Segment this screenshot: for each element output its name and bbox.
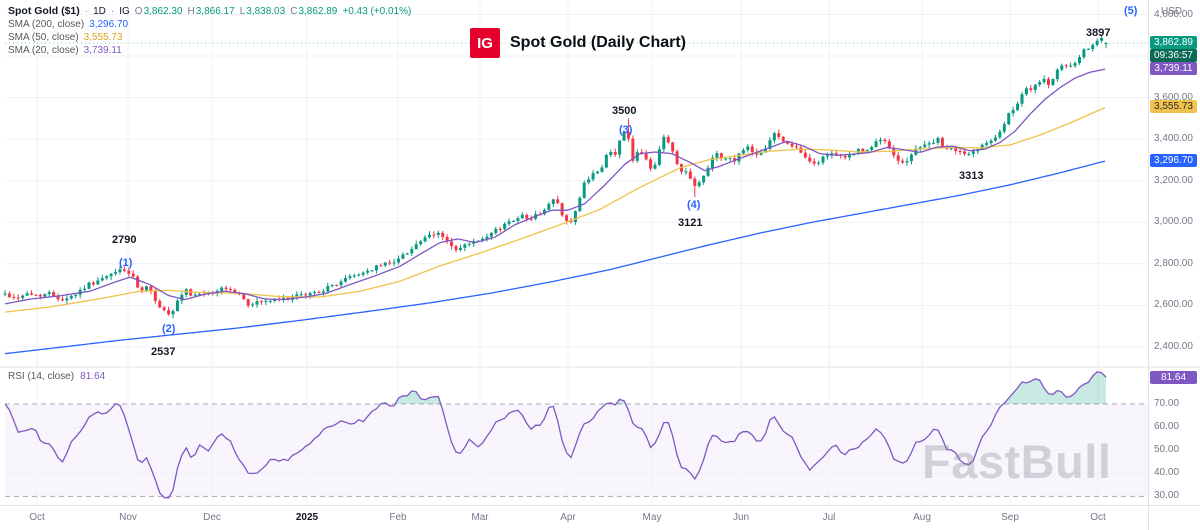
- symbol-row[interactable]: Spot Gold ($1) · 1D · IG O 3,862.30 H 3,86…: [8, 5, 411, 18]
- change-value: +0.43 (+0.01%): [342, 6, 412, 17]
- chart-legend: Spot Gold ($1) · 1D · IG O 3,862.30 H 3,86…: [8, 5, 411, 57]
- page-title: Spot Gold (Daily Chart): [510, 34, 686, 51]
- sma50-row[interactable]: SMA (50, close) 3,555.73: [8, 32, 411, 44]
- symbol-name: Spot Gold ($1): [8, 5, 80, 17]
- open-token: O 3,862.30: [135, 6, 183, 18]
- timeframe-label[interactable]: 1D: [93, 6, 106, 17]
- close-token: C 3,862.89: [290, 6, 337, 18]
- rsi-value: 81.64: [80, 371, 106, 382]
- ig-logo: IG: [470, 28, 500, 58]
- high-label: H: [187, 6, 195, 17]
- open-label: O: [134, 6, 143, 17]
- sma20-label: SMA (20, close): [8, 45, 79, 56]
- indicator-value-0: 3,296.70: [89, 19, 129, 30]
- low-token: L 3,838.03: [240, 6, 286, 18]
- indicator-value-2: 3,739.11: [83, 45, 122, 56]
- currency-label: USD: [1161, 6, 1183, 17]
- separator-dot: ·: [110, 6, 115, 17]
- high-token: H 3,866.17: [188, 6, 235, 18]
- chart-title-group: IG Spot Gold (Daily Chart): [470, 28, 686, 58]
- sma50-label: SMA (50, close): [8, 32, 79, 43]
- rsi-label: RSI (14, close): [8, 371, 75, 382]
- sma20-row[interactable]: SMA (20, close) 3,739.11: [8, 45, 411, 57]
- sma200-row[interactable]: SMA (200, close) 3,296.70: [8, 19, 411, 31]
- close-value: 3,862.89: [298, 6, 338, 17]
- fastbull-watermark: FastBull: [922, 435, 1112, 488]
- data-source-label: IG: [119, 6, 130, 17]
- sma200-label: SMA (200, close): [8, 19, 85, 30]
- indicator-value-1: 3,555.73: [83, 32, 123, 43]
- low-label: L: [239, 6, 246, 17]
- high-value: 3,866.17: [195, 6, 235, 17]
- rsi-legend-row[interactable]: RSI (14, close) 81.64: [8, 371, 105, 382]
- close-label: C: [290, 6, 298, 17]
- open-value: 3,862.30: [143, 6, 183, 17]
- low-value: 3,838.03: [246, 6, 286, 17]
- separator-dot: ·: [84, 6, 89, 17]
